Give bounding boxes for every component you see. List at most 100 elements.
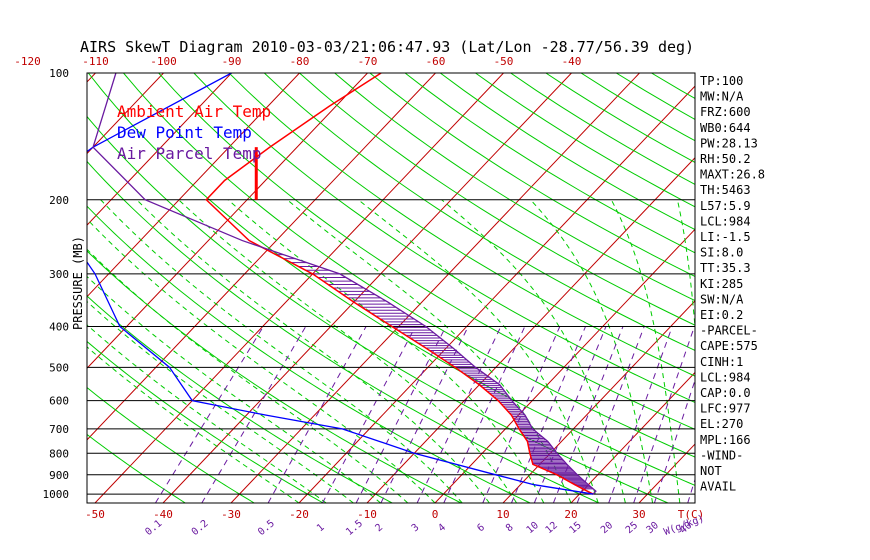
index-label: WB0:644 <box>700 121 751 135</box>
moist-adiabat-line <box>441 199 626 503</box>
bottom-temp-tick-label: -30 <box>221 508 241 521</box>
top-temp-tick-label: -80 <box>290 55 310 68</box>
isotherm-line <box>298 85 695 503</box>
moist-adiabat-line <box>227 199 545 503</box>
legend-entry: Ambient Air Temp <box>117 102 271 121</box>
moist-adiabat-line <box>87 218 436 503</box>
pressure-tick-label: 400 <box>49 321 69 334</box>
mixing-ratio-line <box>267 326 367 503</box>
index-label: -PARCEL- <box>700 324 758 338</box>
mixing-ratio-tick-label: 1.5 <box>344 518 365 538</box>
bottom-temp-tick-label: 20 <box>564 508 577 521</box>
legend-entry: Dew Point Temp <box>117 123 252 142</box>
isotherm-line <box>87 73 164 155</box>
bottom-temp-tick-label: 0 <box>432 508 439 521</box>
index-label: MW:N/A <box>700 90 744 104</box>
mixing-ratio-line <box>653 378 695 503</box>
index-label: LFC:977 <box>700 402 751 416</box>
mixing-ratio-tick-label: 0.1 <box>143 518 164 538</box>
index-label: MAXT:26.8 <box>700 168 765 182</box>
legend: Ambient Air Temp Dew Point Temp Air Parcel… <box>117 102 271 163</box>
index-label: MPL:166 <box>700 433 751 447</box>
index-label: RH:50.2 <box>700 152 751 166</box>
isotherm-line <box>87 73 436 441</box>
isotherm-line <box>434 228 695 503</box>
legend-entry: Air Parcel Temp <box>117 144 262 163</box>
moist-adiabat-line <box>100 199 463 503</box>
mixing-ratio-tick-label: 30 <box>645 520 661 536</box>
bottom-temp-unit-label: T(C) <box>678 508 705 521</box>
index-label: CAPE:575 <box>700 339 758 353</box>
index-label: SI:8.0 <box>700 246 743 260</box>
index-label: EL:270 <box>700 417 743 431</box>
top-temp-tick-label: -100 <box>150 55 177 68</box>
dry-adiabat-line <box>87 250 462 503</box>
dry-adiabat-line <box>87 433 186 503</box>
isotherm-line <box>162 73 572 503</box>
mixing-ratio-tick-label: 20 <box>599 520 615 536</box>
index-label: AVAIL <box>700 480 736 494</box>
bottom-temp-tick-label: -50 <box>85 508 105 521</box>
mixing-ratio-line <box>201 326 307 503</box>
bottom-temp-tick-label: -10 <box>357 508 377 521</box>
dry-adiabat-line <box>439 73 695 231</box>
mixing-ratio-tick-label: 1 <box>315 522 327 534</box>
top-temp-tick-label: -40 <box>562 55 582 68</box>
isotherm-line <box>87 73 232 226</box>
moist-adiabat-line <box>87 346 300 503</box>
mixing-ratio-tick-label: 15 <box>567 520 583 536</box>
pressure-tick-label: 100 <box>49 67 69 80</box>
moist-adiabat-line <box>87 300 354 503</box>
mixing-ratio-line <box>511 326 586 503</box>
index-label: TT:35.3 <box>700 261 751 275</box>
isotherm-line <box>87 73 368 369</box>
moist-adiabat-line <box>610 199 681 503</box>
dry-adiabat-line <box>87 340 324 503</box>
dry-adiabat-line <box>651 73 695 100</box>
pressure-tick-label: 900 <box>49 469 69 482</box>
isotherm-line <box>843 73 870 503</box>
mixing-ratio-line <box>155 326 264 503</box>
parcel-hatch <box>275 254 594 490</box>
pressure-tick-label: 600 <box>49 395 69 408</box>
index-label: TP:100 <box>700 74 743 88</box>
moist-adiabat-line <box>357 199 599 503</box>
isotherm-line <box>87 73 300 298</box>
index-label: SW:N/A <box>700 292 744 306</box>
mixing-ratio-tick-label: 3 <box>410 522 422 534</box>
mixing-ratio-line <box>608 326 673 503</box>
dry-adiabat-line <box>263 73 695 351</box>
mixing-ratio-tick-label: 0.5 <box>256 518 277 538</box>
index-label: -WIND- <box>700 448 743 462</box>
mixing-ratio-tick-label: 4 <box>436 522 448 534</box>
series-lines <box>87 73 597 495</box>
pressure-tick-label: 200 <box>49 194 69 207</box>
index-label: L57:5.9 <box>700 199 751 213</box>
dry-adiabat-line <box>193 73 695 403</box>
mixing-ratio-line <box>533 326 607 503</box>
bottom-temp-tick-label: 30 <box>632 508 645 521</box>
index-label: NOT <box>700 464 722 478</box>
ambient-temp-line <box>205 73 594 495</box>
mixing-ratio-line <box>552 326 624 503</box>
index-label: TH:5463 <box>700 183 751 197</box>
isotherm-line <box>775 73 870 503</box>
pressure-tick-label: 700 <box>49 423 69 436</box>
index-label: LCL:984 <box>700 214 751 228</box>
mixing-ratio-line <box>576 326 645 503</box>
mixing-ratio-tick-label: 2 <box>373 522 385 534</box>
mixing-ratio-tick-label: 8 <box>504 522 516 534</box>
dry-adiabat-line <box>334 73 695 302</box>
dry-adiabat-line <box>87 160 600 503</box>
dry-adiabat-line <box>87 115 669 503</box>
top-temp-tick-label: -70 <box>358 55 378 68</box>
dew-point-line <box>87 73 594 495</box>
top-temp-tick-label: -90 <box>222 55 242 68</box>
index-label: LCL:984 <box>700 370 751 384</box>
plot-frame <box>86 72 696 504</box>
bottom-temp-tick-label: -40 <box>153 508 173 521</box>
isotherm-line <box>0 73 28 503</box>
moist-adiabat-line <box>87 248 409 503</box>
pressure-tick-label: 1000 <box>43 488 70 501</box>
